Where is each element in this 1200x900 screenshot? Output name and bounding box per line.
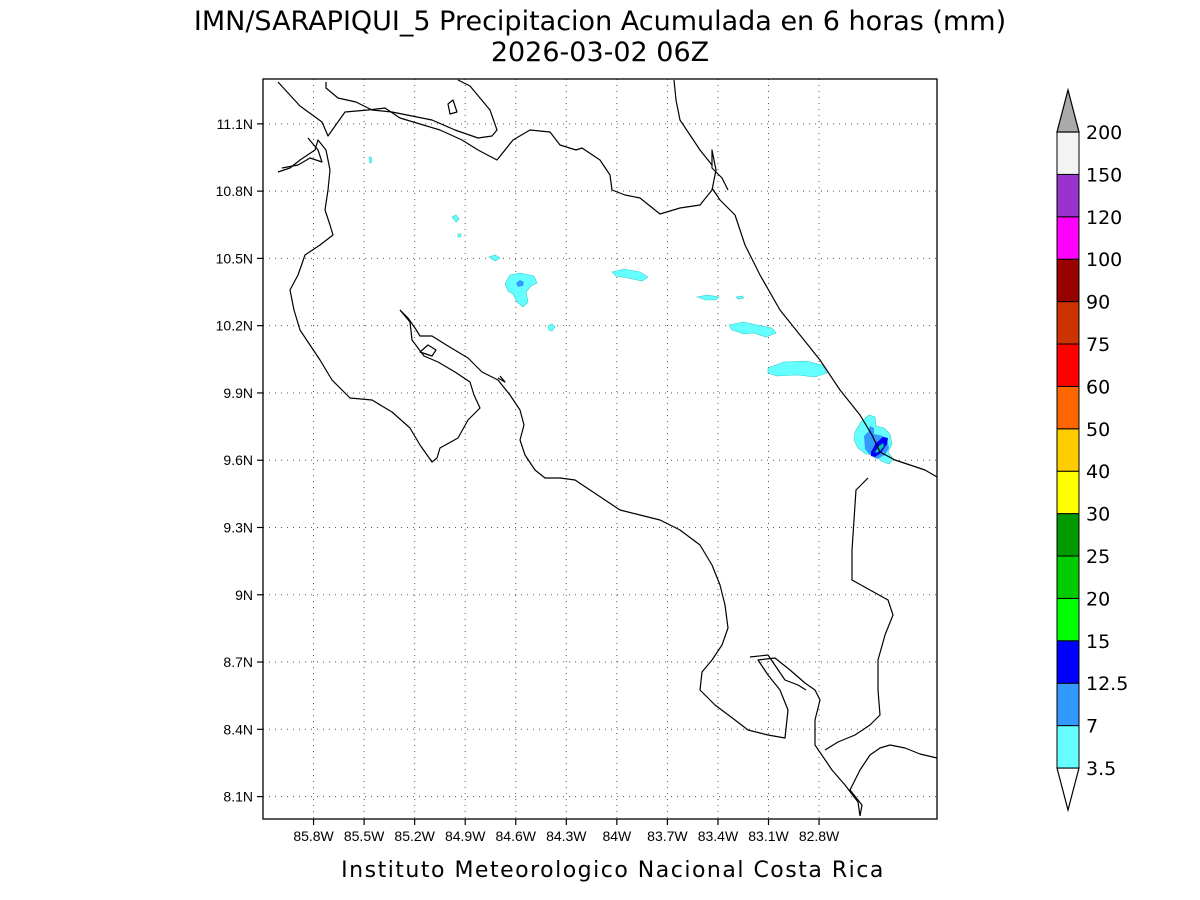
- border-panama-2: [497, 375, 506, 383]
- lon-tick-label: 85.2W: [394, 828, 435, 844]
- lon-tick-label: 83.1W: [748, 828, 789, 844]
- coastline-gulf: [749, 654, 807, 691]
- legend-label: 25: [1086, 546, 1110, 568]
- longitude-axis: 85.8W 85.5W 85.2W 84.9W 84.6W 84.3W 84W 83.7W 83…: [293, 819, 840, 844]
- precip-area-light: [457, 233, 462, 238]
- legend-label: 100: [1086, 249, 1122, 271]
- precip-area-light: [488, 254, 501, 262]
- legend-swatch: [1056, 385, 1080, 430]
- border-panama: [824, 477, 894, 751]
- lon-tick-label: 84.3W: [546, 828, 587, 844]
- legend-under-arrow: [1056, 767, 1080, 813]
- coastline-nicaragua-lake: [325, 79, 498, 139]
- legend-label: 20: [1086, 588, 1110, 610]
- legend-over-arrow: [1056, 87, 1080, 133]
- precip-area-light: [368, 156, 373, 164]
- precip-area-light: [695, 294, 720, 301]
- precip-area-medium: [864, 426, 889, 459]
- lat-tick-label: 10.2N: [216, 318, 253, 334]
- lon-tick-label: 83.7W: [647, 828, 688, 844]
- lat-tick-label: 9N: [235, 587, 253, 603]
- coastline-island-small: [419, 344, 437, 357]
- legend-swatch: [1056, 173, 1080, 218]
- map-grid: [263, 79, 937, 819]
- lat-tick-label: 10.8N: [216, 183, 253, 199]
- lat-tick-label: 9.6N: [223, 452, 253, 468]
- legend-swatch: [1056, 682, 1080, 727]
- lat-tick-label: 8.7N: [223, 654, 253, 670]
- legend-swatch: [1056, 131, 1080, 175]
- lat-tick-label: 8.1N: [223, 789, 253, 805]
- lon-tick-label: 84.9W: [445, 828, 486, 844]
- lon-tick-label: 84.6W: [496, 828, 537, 844]
- lat-tick-label: 8.4N: [223, 721, 253, 737]
- lon-tick-label: 84W: [602, 828, 632, 844]
- map-frame: [262, 78, 938, 820]
- coastline-north: [277, 81, 729, 215]
- coastline-border-panama: [849, 744, 938, 817]
- legend-label: 75: [1086, 334, 1110, 356]
- legend-swatch: [1056, 640, 1080, 684]
- legend-swatch: [1056, 216, 1080, 260]
- precip-area-light: [547, 323, 556, 332]
- map-subtitle: 2026-03-02 06Z: [491, 37, 709, 68]
- legend-label: 3.5: [1086, 758, 1116, 780]
- legend-swatch: [1056, 555, 1080, 599]
- precip-area-light: [611, 268, 649, 282]
- lat-tick-label: 10.5N: [216, 250, 253, 266]
- coastline-caribbean-mosquito: [673, 79, 713, 166]
- lon-tick-label: 85.5W: [344, 828, 385, 844]
- color-legend: 3.5 7 12.5 15 20 25 30 40 50 60 75 90 100 120 150 200: [1056, 87, 1128, 813]
- legend-label: 150: [1086, 164, 1122, 186]
- legend-swatch: [1056, 343, 1080, 387]
- precip-area-light: [451, 214, 460, 223]
- legend-label: 50: [1086, 419, 1110, 441]
- legend-swatch: [1056, 725, 1080, 769]
- legend-label: 90: [1086, 292, 1110, 314]
- legend-swatch: [1056, 513, 1080, 557]
- precip-area-light: [735, 295, 745, 300]
- legend-label: 40: [1086, 461, 1110, 483]
- coastline-caribbean: [711, 187, 938, 478]
- coastlines: [277, 79, 938, 817]
- footer-credit: Instituto Meteorologico Nacional Costa R…: [341, 858, 885, 883]
- coastline-nicoya-inner: [399, 309, 861, 817]
- lon-tick-label: 83.4W: [698, 828, 739, 844]
- precip-area-core: [875, 443, 884, 453]
- precip-area-light: [728, 321, 777, 338]
- legend-label: 30: [1086, 504, 1110, 526]
- map-title: IMN/SARAPIQUI_5 Precipitacion Acumulada …: [194, 6, 1006, 37]
- lon-tick-label: 85.8W: [293, 828, 334, 844]
- legend-label: 15: [1086, 631, 1110, 653]
- coastline-pacific: [277, 139, 481, 463]
- lat-tick-label: 9.9N: [223, 385, 253, 401]
- legend-label: 120: [1086, 207, 1122, 229]
- legend-label: 12.5: [1086, 673, 1128, 695]
- legend-swatch: [1056, 301, 1080, 345]
- legend-swatch: [1056, 597, 1080, 642]
- coastline-nw: [281, 137, 323, 169]
- precip-area-medium: [516, 280, 524, 287]
- coastline-island: [447, 99, 458, 115]
- precip-area-light: [504, 272, 538, 308]
- legend-label: 200: [1086, 122, 1122, 144]
- precip-area-light: [767, 360, 828, 378]
- legend-swatch: [1056, 428, 1080, 472]
- lat-tick-label: 11.1N: [217, 116, 253, 132]
- lat-tick-label: 9.3N: [223, 519, 253, 535]
- legend-label: 7: [1086, 716, 1098, 738]
- legend-label: 60: [1086, 376, 1110, 398]
- map-background: [263, 79, 937, 819]
- lon-tick-label: 82.8W: [799, 828, 840, 844]
- latitude-axis: 11.1N 10.8N 10.5N 10.2N 9.9N 9.6N 9.3N 9N 8.7N 8.…: [216, 116, 263, 805]
- map-area: 11.1N 10.8N 10.5N 10.2N 9.9N 9.6N 9.3N 9N 8.7N 8.…: [216, 78, 938, 844]
- legend-swatch: [1056, 258, 1080, 303]
- legend-swatch: [1056, 470, 1080, 515]
